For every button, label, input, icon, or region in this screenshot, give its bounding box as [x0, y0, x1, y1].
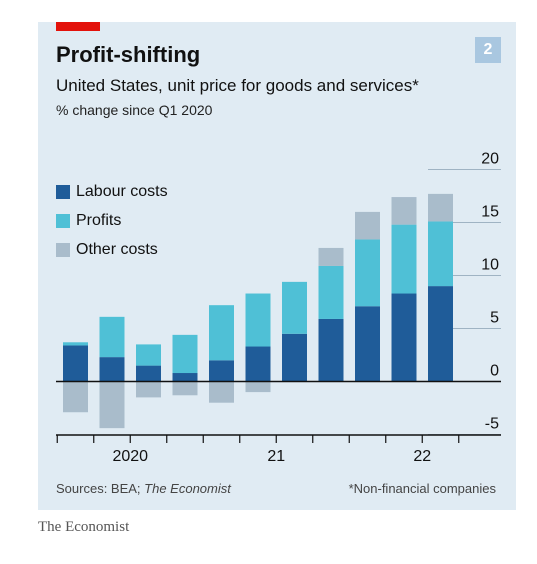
bar-segment [245, 346, 271, 382]
bar-segment [428, 221, 453, 287]
unit-label: % change since Q1 2020 [56, 102, 213, 118]
bar-segment [172, 334, 198, 374]
accent-bar [56, 22, 100, 31]
legend-swatch-profits [56, 214, 70, 228]
publisher-brand: The Economist [38, 519, 130, 535]
y-tick-label: 20 [481, 151, 499, 168]
bar-segment [209, 381, 234, 403]
y-tick-label: 5 [490, 310, 499, 327]
legend-label-other: Other costs [76, 241, 158, 258]
bar-segment [99, 381, 125, 429]
bar-segment [355, 239, 380, 307]
source-note: Sources: BEA; The Economist [56, 481, 231, 496]
legend-item-labour: Labour costs [56, 182, 168, 202]
bar-segment [245, 381, 271, 393]
bar-segment [99, 316, 125, 358]
chart-number-badge: 2 [475, 37, 501, 63]
chart-card: Profit-shifting 2 United States, unit pr… [38, 22, 516, 510]
bar-segment [136, 365, 161, 382]
chart-subtitle: United States, unit price for goods and … [56, 76, 419, 95]
footnote: *Non-financial companies [348, 481, 496, 496]
legend-label-profits: Profits [76, 212, 122, 229]
y-tick-label: 15 [481, 204, 499, 221]
bar-segment [355, 211, 380, 240]
x-tick-label: 22 [413, 448, 431, 465]
legend-item-profits: Profits [56, 211, 121, 231]
y-tick-label: 10 [481, 257, 499, 274]
bar-segment [318, 318, 344, 382]
bar-segment [318, 265, 344, 319]
legend-swatch-other [56, 243, 70, 257]
chart-title: Profit-shifting [56, 42, 201, 67]
source-publication: The Economist [144, 481, 231, 496]
bar-segment [391, 197, 417, 225]
source-prefix: Sources: BEA; [56, 481, 145, 496]
bar-segment [428, 193, 453, 222]
legend-label-labour: Labour costs [76, 183, 168, 200]
bar-segment [99, 357, 125, 382]
x-tick-label: 21 [267, 448, 285, 465]
x-tick-label: 2020 [112, 448, 148, 465]
y-tick-label: -5 [485, 416, 499, 433]
bar-segment [391, 224, 417, 294]
bar-segment [282, 281, 307, 334]
bar-segment [318, 247, 344, 266]
legend-swatch-labour [56, 185, 70, 199]
bar-segment [63, 342, 88, 346]
bar-segment [391, 293, 417, 382]
bar-segment [245, 293, 271, 347]
bar-segment [172, 373, 198, 382]
bar-segment [282, 333, 307, 382]
bar-segment [172, 381, 198, 396]
bar-segment [136, 344, 161, 366]
bar-segment [428, 286, 453, 382]
bar-segment [63, 345, 88, 382]
bar-segment [355, 306, 380, 382]
bar-segment [136, 381, 161, 398]
bar-segment [209, 360, 234, 382]
bar-segment [63, 381, 88, 413]
y-tick-label: 0 [490, 363, 499, 380]
legend-item-other: Other costs [56, 240, 158, 260]
bar-segment [209, 305, 234, 361]
